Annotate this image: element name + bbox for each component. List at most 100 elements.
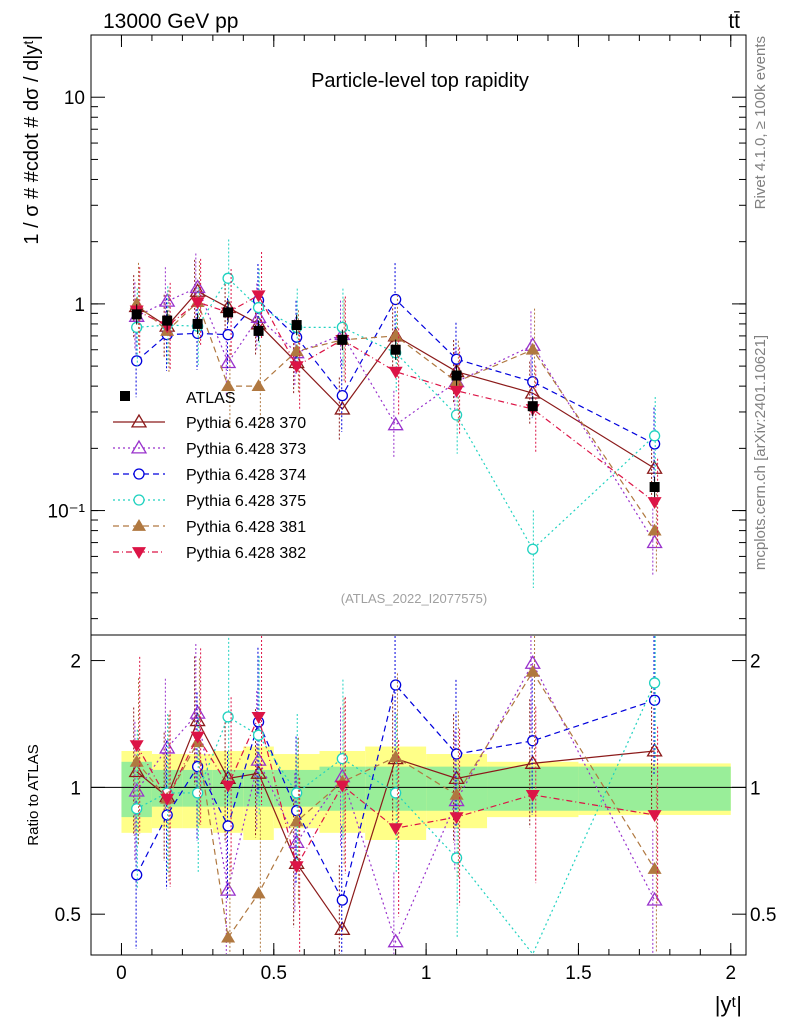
ratio-tick-label-left: 2 bbox=[70, 652, 81, 673]
ratio-band-inner bbox=[578, 766, 731, 811]
data-point bbox=[159, 292, 176, 307]
series-5 bbox=[129, 252, 662, 954]
axis-ticks: 0 0.5 1 1.5 2 10⁻¹ 1 10 0.5 0.5 1 1 2 2 bbox=[48, 35, 776, 984]
ratio-point bbox=[525, 789, 540, 802]
ratio-point bbox=[334, 921, 351, 935]
ratio-point bbox=[390, 679, 402, 691]
ratio-point bbox=[288, 834, 305, 849]
data-point bbox=[525, 342, 540, 355]
ratio-point bbox=[191, 787, 204, 799]
data-point bbox=[647, 523, 662, 536]
legend-label: Pythia 6.428 375 bbox=[186, 493, 306, 510]
ratio-point bbox=[647, 810, 662, 822]
data-point bbox=[390, 293, 402, 306]
legend-marker bbox=[133, 494, 145, 506]
ratio-tick-label-left: 1 bbox=[70, 778, 81, 799]
y-axis-label: 1 / σ # #cdot # dσ / d|yᵗ| bbox=[21, 35, 43, 245]
ratio-point bbox=[450, 748, 463, 760]
ratio-point bbox=[336, 753, 348, 765]
ratio-point bbox=[221, 930, 236, 943]
legend-marker bbox=[132, 519, 146, 531]
data-point bbox=[289, 361, 304, 374]
data-point bbox=[192, 318, 203, 329]
ratio-point bbox=[449, 787, 464, 800]
series-4 bbox=[129, 261, 662, 954]
rivet-label: Rivet 4.1.0, ≥ 100k events bbox=[752, 36, 769, 209]
data-point bbox=[527, 543, 539, 555]
data-point bbox=[388, 328, 403, 341]
ratio-point bbox=[290, 787, 303, 799]
legend-label: ATLAS bbox=[186, 390, 236, 407]
data-point bbox=[131, 355, 143, 367]
series-0 bbox=[128, 259, 663, 954]
ratio-point bbox=[646, 891, 663, 906]
data-point bbox=[289, 344, 304, 357]
ratio-point bbox=[161, 809, 173, 821]
ratio-tick-label-left: 0.5 bbox=[55, 905, 81, 926]
series-1 bbox=[128, 253, 663, 954]
series-line bbox=[136, 286, 656, 543]
ratio-point bbox=[647, 862, 662, 874]
ratio-point bbox=[189, 704, 206, 719]
ratio-point bbox=[450, 852, 463, 864]
ratio-point bbox=[129, 754, 144, 767]
data-point bbox=[219, 354, 237, 369]
x-tick-label: 2 bbox=[725, 963, 736, 984]
ratio-point bbox=[251, 711, 266, 724]
ratio-point bbox=[189, 712, 206, 727]
ratio-point bbox=[390, 787, 402, 799]
chart-title: Particle-level top rapidity bbox=[311, 70, 529, 92]
data-point bbox=[648, 430, 661, 442]
ratio-point bbox=[336, 894, 348, 906]
ratio-plot-frame bbox=[90, 634, 747, 956]
ratio-band-inner bbox=[243, 769, 274, 807]
data-point bbox=[646, 534, 663, 549]
ratio-point bbox=[646, 742, 663, 757]
data-point bbox=[336, 389, 348, 402]
data-point bbox=[190, 297, 205, 310]
series-line bbox=[136, 294, 655, 503]
ratio-point bbox=[387, 933, 404, 948]
x-tick-label: 1.5 bbox=[565, 963, 591, 984]
ratio-point bbox=[289, 861, 304, 874]
legend-label: Pythia 6.428 373 bbox=[186, 441, 306, 458]
data-point bbox=[251, 290, 266, 303]
data-point bbox=[291, 320, 302, 331]
ratio-axis-label: Ratio to ATLAS bbox=[25, 744, 42, 845]
ratio-point bbox=[131, 869, 143, 881]
x-axis-label: |yᵗ| bbox=[715, 992, 742, 1017]
data-point bbox=[647, 497, 662, 510]
ratio-point bbox=[648, 694, 661, 706]
x-tick-label: 0.5 bbox=[261, 963, 287, 984]
x-tick-label: 0 bbox=[116, 963, 127, 984]
source-label: mcplots.cern.ch [arXiv:2401.10621] bbox=[752, 335, 769, 570]
energy-label: 13000 GeV pp bbox=[103, 10, 238, 33]
series-atlas bbox=[131, 302, 660, 498]
data-point bbox=[451, 370, 462, 381]
series-line bbox=[136, 277, 656, 551]
y-tick-label: 10 bbox=[64, 88, 85, 109]
data-point bbox=[334, 400, 351, 415]
legend-marker bbox=[130, 439, 148, 454]
ratio-point bbox=[525, 664, 540, 677]
data-point bbox=[251, 379, 266, 392]
ratio-point bbox=[388, 750, 403, 762]
legend-marker bbox=[130, 413, 148, 428]
data-point bbox=[337, 334, 348, 345]
legend-label: Pythia 6.428 370 bbox=[186, 415, 306, 432]
data-point bbox=[449, 385, 464, 398]
ratio-point bbox=[129, 740, 144, 753]
ratio-point bbox=[190, 731, 205, 744]
ratio-point bbox=[524, 755, 541, 769]
data-point bbox=[189, 279, 206, 294]
legend-label: Pythia 6.428 382 bbox=[186, 545, 306, 562]
legend-label: Pythia 6.428 381 bbox=[186, 519, 306, 536]
y-tick-label: 10⁻¹ bbox=[48, 502, 86, 523]
data-point bbox=[649, 482, 660, 493]
data-point bbox=[162, 315, 173, 326]
ratio-tick-label-right: 2 bbox=[750, 652, 761, 673]
data-point bbox=[222, 272, 234, 284]
ratio-point bbox=[449, 812, 464, 825]
ratio-point bbox=[221, 780, 236, 793]
